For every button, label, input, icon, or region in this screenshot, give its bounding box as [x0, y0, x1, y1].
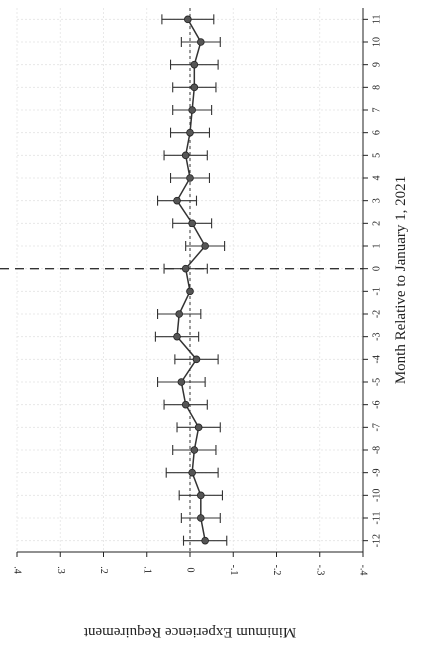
data-point — [201, 242, 209, 250]
value-tick-label: .3 — [55, 566, 66, 574]
month-tick-label: 11 — [372, 15, 383, 25]
axes: -12-11-10-9-8-7-6-5-4-3-2-10123456789101… — [12, 8, 383, 575]
data-point — [197, 514, 205, 522]
month-tick-label: -6 — [372, 400, 383, 408]
month-tick-label: 2 — [372, 221, 383, 226]
month-tick-label: -12 — [372, 534, 383, 547]
data-point — [186, 287, 194, 296]
month-tick-label: -5 — [372, 378, 383, 386]
value-tick-label: .4 — [12, 566, 23, 574]
month-tick-label: 3 — [372, 198, 383, 203]
month-tick-label: 9 — [372, 62, 383, 67]
data-point — [190, 446, 199, 454]
data-point — [201, 536, 209, 545]
value-tick-label: 0 — [185, 568, 196, 573]
data-point — [177, 378, 186, 386]
series-line — [176, 18, 207, 541]
month-tick-label: -2 — [372, 310, 383, 318]
data-point — [188, 219, 196, 228]
data-point — [175, 310, 183, 318]
data-point — [186, 128, 194, 137]
month-tick-label: -9 — [372, 468, 383, 476]
data-point — [197, 491, 205, 500]
month-tick-label: 4 — [372, 176, 383, 181]
reference-lines — [0, 8, 363, 552]
data-point — [188, 468, 196, 477]
data-point — [184, 15, 192, 24]
data-point — [192, 355, 201, 364]
data-point — [188, 106, 196, 114]
month-tick-label: -3 — [372, 332, 383, 340]
month-tick-label: 1 — [372, 244, 383, 249]
value-tick-label: .1 — [141, 566, 152, 574]
month-tick-label: 8 — [372, 85, 383, 90]
month-tick-label: 7 — [372, 108, 383, 113]
data-point — [190, 83, 199, 92]
month-tick-label: -1 — [372, 287, 383, 295]
value-tick-label: .2 — [98, 566, 109, 574]
month-tick-label: 0 — [372, 266, 383, 271]
month-tick-label: 6 — [372, 130, 383, 135]
month-tick-label: -7 — [372, 423, 383, 431]
series-markers — [154, 14, 228, 546]
x-axis-title: Month Relative to January 1, 2021 — [393, 176, 409, 384]
value-tick-label: -.3 — [314, 565, 325, 576]
data-point — [181, 151, 190, 160]
y-axis-title: Minimum Experience Requirement — [83, 624, 296, 640]
data-point — [173, 196, 181, 205]
data-point — [194, 423, 203, 432]
month-tick-label: -11 — [372, 512, 383, 525]
value-tick-label: -.4 — [358, 565, 369, 576]
value-tick-label: -.2 — [271, 565, 282, 576]
data-point — [181, 400, 190, 409]
month-tick-label: -4 — [372, 355, 383, 363]
data-point — [197, 38, 205, 46]
data-point — [186, 174, 194, 182]
value-tick-label: -.1 — [228, 565, 239, 576]
month-tick-label: 5 — [372, 153, 383, 158]
month-tick-label: 10 — [372, 37, 383, 47]
data-point — [173, 332, 181, 341]
month-tick-label: -10 — [372, 489, 383, 502]
data-point — [181, 264, 190, 273]
month-tick-label: -8 — [372, 446, 383, 454]
data-point — [190, 60, 199, 69]
